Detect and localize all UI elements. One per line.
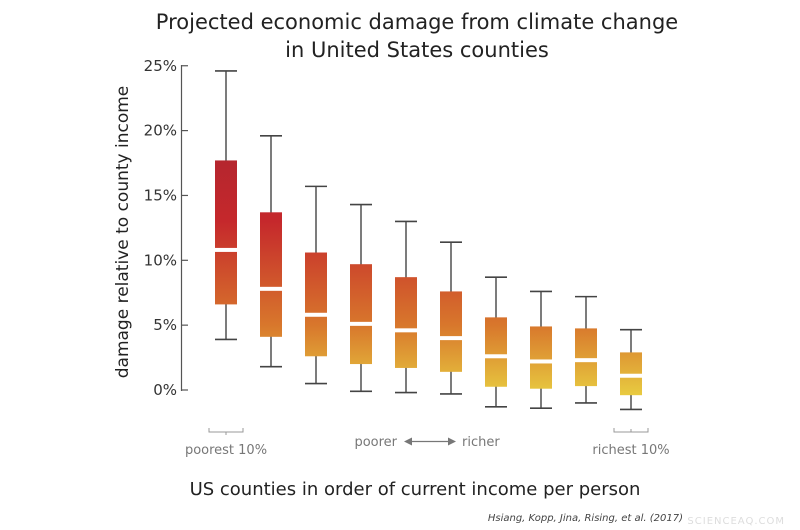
box-plot-7 — [485, 276, 507, 408]
y-tick-label: 25% — [144, 57, 177, 75]
y-tick-label: 15% — [144, 186, 177, 204]
x-axis-label: US counties in order of current income p… — [190, 479, 641, 500]
box-iqr — [395, 277, 417, 368]
poorest-bracket — [208, 428, 244, 435]
median-line — [620, 373, 642, 378]
box-plot-2 — [260, 134, 282, 368]
y-tick-label: 0% — [153, 381, 177, 399]
box-iqr — [440, 291, 462, 372]
box-iqr — [575, 328, 597, 387]
box-iqr — [215, 160, 237, 305]
richer-label: richer — [462, 435, 500, 450]
median-line — [305, 312, 327, 317]
y-tick-label: 5% — [153, 316, 177, 334]
chart-title-line-2: in United States counties — [285, 38, 549, 62]
box-plot-4 — [350, 203, 372, 393]
box-iqr — [530, 326, 552, 389]
box-iqr — [260, 212, 282, 337]
double-arrow-icon — [404, 437, 456, 446]
box-iqr — [350, 264, 372, 365]
box-plot-8 — [530, 290, 552, 409]
median-line — [575, 358, 597, 363]
box-plot-6 — [440, 241, 462, 395]
richest-bracket — [613, 428, 649, 433]
box-plot-1 — [215, 70, 237, 341]
box-iqr — [485, 317, 507, 387]
median-line — [530, 359, 552, 364]
median-line — [215, 247, 237, 252]
median-line — [350, 321, 372, 326]
poorer-label: poorer — [354, 435, 397, 450]
richest-label: richest 10% — [592, 443, 669, 458]
chart-title-line-1: Projected economic damage from climate c… — [156, 10, 678, 34]
poorest-label: poorest 10% — [185, 443, 267, 458]
median-line — [395, 328, 417, 333]
median-line — [440, 336, 462, 341]
box-plot-5 — [395, 220, 417, 394]
y-axis-label: damage relative to county income — [113, 86, 133, 379]
box-plot-9 — [575, 295, 597, 404]
y-tick-label: 20% — [144, 122, 177, 140]
citation: Hsiang, Kopp, Jina, Rising, et al. (2017… — [488, 513, 683, 524]
median-line — [260, 286, 282, 291]
watermark: SCIENCEAQ.COM — [687, 516, 785, 527]
box-plot-3 — [305, 185, 327, 385]
box-iqr — [305, 252, 327, 357]
box-plot-10 — [620, 328, 642, 411]
y-tick-label: 10% — [144, 251, 177, 269]
median-line — [485, 354, 507, 359]
